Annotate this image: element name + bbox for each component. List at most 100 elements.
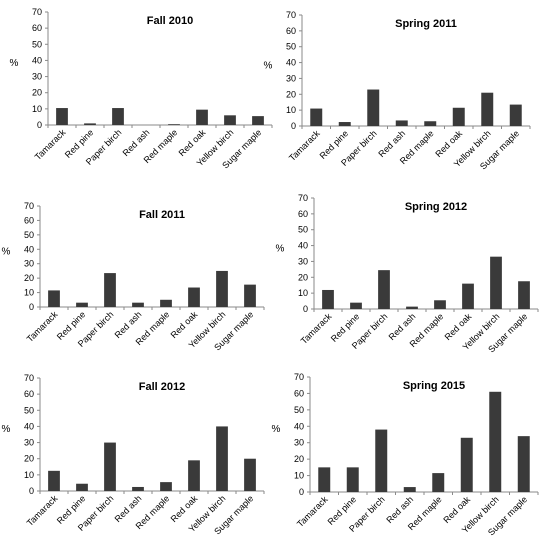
y-tick-label: 50 xyxy=(294,405,304,415)
y-tick-label: 0 xyxy=(29,302,34,312)
y-axis-label: % xyxy=(276,243,285,254)
y-tick-label: 10 xyxy=(294,471,304,481)
y-tick-label: 70 xyxy=(298,193,308,203)
bar xyxy=(424,121,437,126)
x-tick-label: Tamarack xyxy=(299,311,334,346)
y-axis-label: % xyxy=(2,246,11,257)
y-tick-label: 70 xyxy=(24,201,34,211)
bar xyxy=(338,122,351,126)
bar xyxy=(346,467,359,492)
bar xyxy=(509,104,522,126)
y-axis-label: % xyxy=(264,60,273,71)
bar xyxy=(160,482,172,491)
x-tick-label: Tamarack xyxy=(25,309,60,344)
bar xyxy=(104,273,116,307)
y-tick-label: 40 xyxy=(294,421,304,431)
y-tick-label: 30 xyxy=(24,438,34,448)
y-tick-label: 60 xyxy=(24,215,34,225)
y-tick-label: 20 xyxy=(24,454,34,464)
bar xyxy=(216,426,228,491)
y-tick-label: 60 xyxy=(298,209,308,219)
chart-title: Fall 2011 xyxy=(139,209,185,221)
bar xyxy=(375,429,388,492)
bar xyxy=(160,299,172,307)
bar xyxy=(112,108,124,125)
bar xyxy=(403,487,416,492)
bar xyxy=(518,281,530,309)
y-tick-label: 20 xyxy=(32,88,42,98)
y-axis-label: % xyxy=(2,424,11,435)
y-tick-label: 30 xyxy=(294,438,304,448)
y-tick-label: 30 xyxy=(24,259,34,269)
bar xyxy=(132,486,144,491)
y-tick-label: 50 xyxy=(24,405,34,415)
y-tick-label: 50 xyxy=(298,225,308,235)
y-tick-label: 0 xyxy=(37,120,42,130)
y-tick-label: 40 xyxy=(32,55,42,65)
bar xyxy=(244,458,256,491)
chart-title: Fall 2012 xyxy=(139,381,185,393)
chart-title: Spring 2015 xyxy=(403,380,465,392)
y-tick-label: 20 xyxy=(286,89,296,99)
y-tick-label: 10 xyxy=(24,470,34,480)
bar xyxy=(434,300,446,309)
y-tick-label: 50 xyxy=(286,42,296,52)
bar xyxy=(48,290,60,307)
y-tick-label: 70 xyxy=(32,7,42,17)
y-tick-label: 70 xyxy=(286,10,296,20)
bar xyxy=(517,436,530,492)
y-tick-label: 10 xyxy=(32,104,42,114)
x-tick-label: Tamarack xyxy=(295,494,330,529)
bar xyxy=(252,116,264,125)
bar xyxy=(56,108,68,125)
bar xyxy=(406,306,418,309)
bar xyxy=(76,483,88,491)
y-tick-label: 0 xyxy=(29,486,34,496)
y-tick-label: 10 xyxy=(24,288,34,298)
y-tick-label: 40 xyxy=(298,241,308,251)
y-axis-label: % xyxy=(272,424,281,435)
y-tick-label: 10 xyxy=(286,105,296,115)
chart-title: Spring 2012 xyxy=(405,201,467,213)
y-tick-label: 60 xyxy=(32,23,42,33)
y-tick-label: 10 xyxy=(298,288,308,298)
x-tick-label: Tamarack xyxy=(33,127,68,162)
bar xyxy=(432,473,445,492)
y-tick-label: 70 xyxy=(294,372,304,382)
y-tick-label: 40 xyxy=(24,421,34,431)
bar xyxy=(350,302,362,309)
bar xyxy=(84,123,96,125)
bar xyxy=(462,283,474,309)
y-tick-label: 0 xyxy=(299,487,304,497)
bar xyxy=(367,89,380,126)
y-tick-label: 30 xyxy=(286,73,296,83)
y-tick-label: 30 xyxy=(32,72,42,82)
chart-title: Spring 2011 xyxy=(395,18,457,30)
y-tick-label: 50 xyxy=(32,39,42,49)
bar xyxy=(76,302,88,307)
bar xyxy=(460,437,473,492)
bar xyxy=(132,302,144,307)
bar xyxy=(188,287,200,307)
bar xyxy=(244,284,256,307)
bar xyxy=(378,270,390,309)
y-tick-label: 30 xyxy=(298,256,308,266)
y-tick-label: 60 xyxy=(286,26,296,36)
x-tick-label: Tamarack xyxy=(287,128,322,163)
bar xyxy=(490,256,502,309)
bar xyxy=(168,124,180,125)
bar xyxy=(322,289,334,309)
y-tick-label: 60 xyxy=(294,388,304,398)
bar xyxy=(318,467,331,492)
x-tick-label: Tamarack xyxy=(25,493,60,528)
bar xyxy=(489,391,502,492)
y-tick-label: 20 xyxy=(298,272,308,282)
y-tick-label: 70 xyxy=(24,373,34,383)
